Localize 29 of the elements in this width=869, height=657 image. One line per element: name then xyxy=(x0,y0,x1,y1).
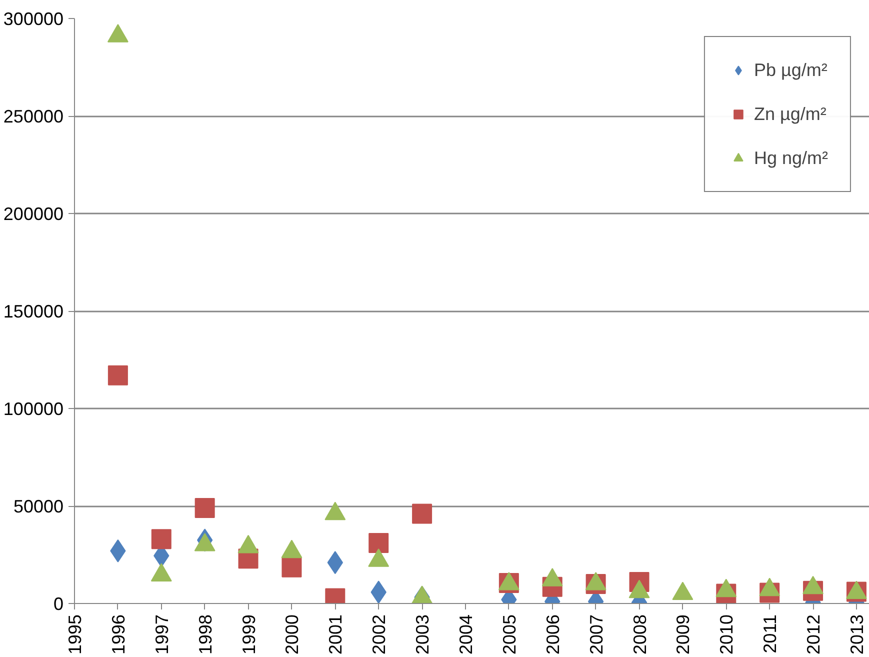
x-tick-label: 2011 xyxy=(760,614,780,654)
x-tick-label: 1997 xyxy=(152,614,172,655)
x-tick-label: 2005 xyxy=(499,614,520,655)
y-tick-label: 150000 xyxy=(3,302,64,322)
x-tick-label: 2000 xyxy=(282,614,302,655)
x-tick-label: 2004 xyxy=(456,614,476,655)
x-tick-label: 2009 xyxy=(673,614,694,655)
x-tick-label: 2013 xyxy=(846,614,867,655)
y-tick-label: 250000 xyxy=(3,106,64,126)
x-tick-label: 2002 xyxy=(369,614,390,655)
x-tick-label: 1999 xyxy=(238,614,259,655)
x-tick-label: 2003 xyxy=(412,614,433,655)
x-tick-label: 2012 xyxy=(804,614,824,655)
y-tick-label: 50000 xyxy=(13,496,64,516)
x-tick-label: 2001 xyxy=(326,614,346,655)
y-tick-label: 0 xyxy=(53,594,64,614)
x-tick-label: 2007 xyxy=(586,614,606,655)
legend-label: Zn µg/m² xyxy=(754,104,826,124)
y-tick-label: 100000 xyxy=(3,399,64,419)
x-tick-label: 1995 xyxy=(65,614,85,655)
x-tick-label: 1996 xyxy=(108,614,128,655)
x-tick-label: 1998 xyxy=(195,614,216,655)
x-tick-label: 2010 xyxy=(716,614,737,655)
x-tick-label: 2006 xyxy=(542,614,563,655)
x-tick-label: 2008 xyxy=(630,614,650,655)
y-tick-label: 300000 xyxy=(3,9,64,29)
y-tick-label: 200000 xyxy=(3,204,64,224)
legend-label: Pb µg/m² xyxy=(754,60,828,80)
legend-label: Hg ng/m² xyxy=(754,148,828,168)
